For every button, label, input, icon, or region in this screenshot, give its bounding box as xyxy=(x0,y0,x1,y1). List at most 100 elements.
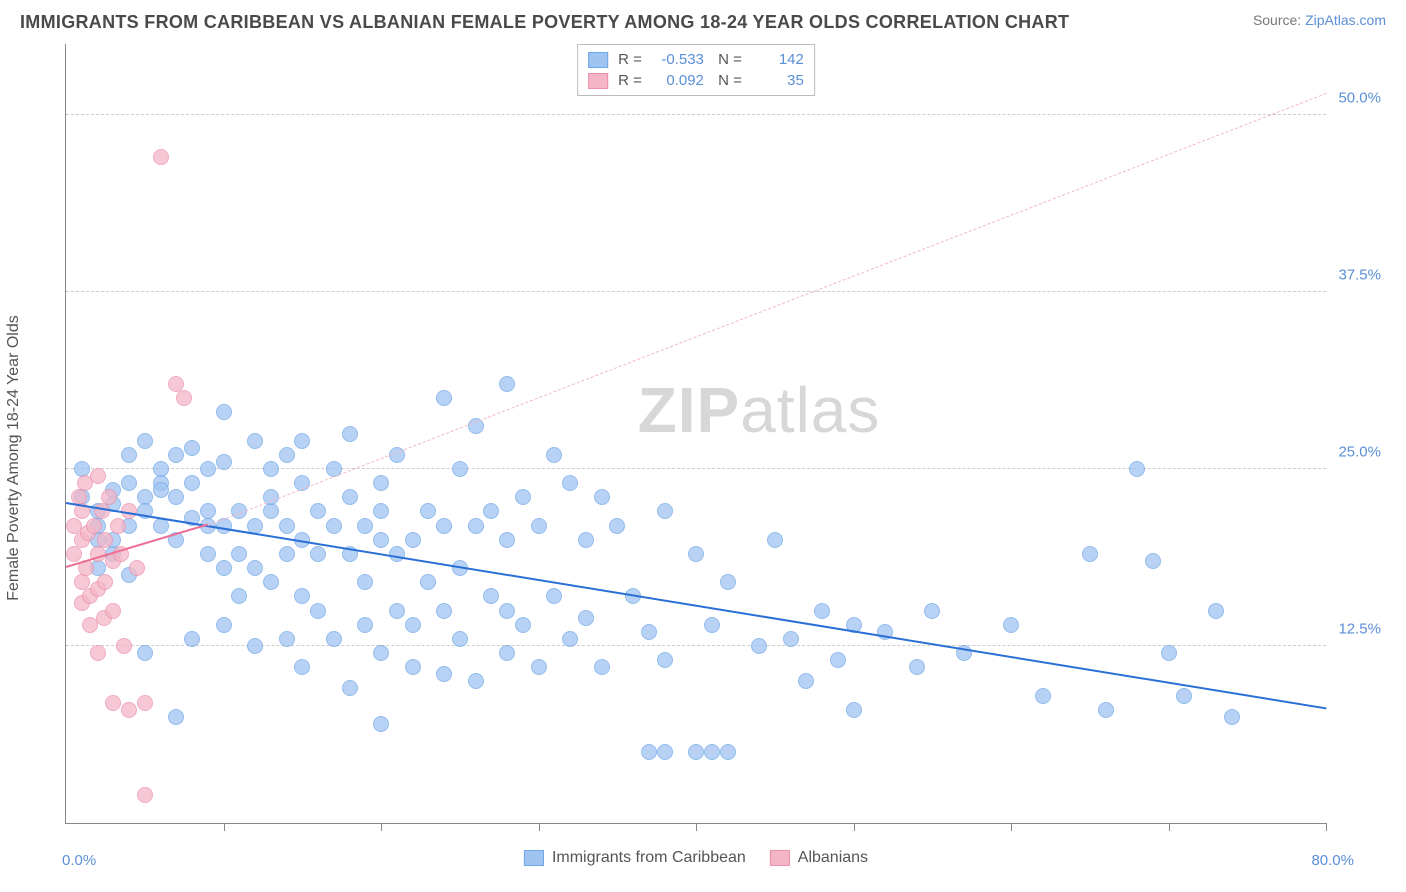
data-point xyxy=(798,673,814,689)
legend-item: Immigrants from Caribbean xyxy=(524,849,746,867)
data-point xyxy=(531,659,547,675)
gridline-h xyxy=(66,291,1326,292)
data-point xyxy=(231,546,247,562)
data-point xyxy=(704,617,720,633)
legend-label: Immigrants from Caribbean xyxy=(552,849,746,867)
data-point xyxy=(720,744,736,760)
source-link[interactable]: ZipAtlas.com xyxy=(1305,12,1386,28)
data-point xyxy=(562,475,578,491)
data-point xyxy=(436,666,452,682)
data-point xyxy=(184,631,200,647)
data-point xyxy=(263,503,279,519)
y-tick-label: 50.0% xyxy=(1338,89,1381,106)
data-point xyxy=(342,680,358,696)
data-point xyxy=(310,503,326,519)
data-point xyxy=(137,645,153,661)
stat-n-label: N = xyxy=(714,49,742,70)
data-point xyxy=(657,744,673,760)
data-point xyxy=(66,546,82,562)
data-point xyxy=(1035,688,1051,704)
data-point xyxy=(231,588,247,604)
data-point xyxy=(168,447,184,463)
data-point xyxy=(121,447,137,463)
data-point xyxy=(814,603,830,619)
data-point xyxy=(515,617,531,633)
data-point xyxy=(1082,546,1098,562)
data-point xyxy=(436,390,452,406)
data-point xyxy=(101,489,117,505)
data-point xyxy=(578,610,594,626)
data-point xyxy=(499,532,515,548)
data-point xyxy=(720,574,736,590)
stats-row: R =-0.533 N =142 xyxy=(588,49,804,70)
data-point xyxy=(515,489,531,505)
data-point xyxy=(499,376,515,392)
legend-swatch xyxy=(770,850,790,866)
data-point xyxy=(452,631,468,647)
data-point xyxy=(168,489,184,505)
data-point xyxy=(279,546,295,562)
data-point xyxy=(121,475,137,491)
data-point xyxy=(153,461,169,477)
plot-region: ZIPatlas R =-0.533 N =142R =0.092 N =35 … xyxy=(65,44,1326,824)
data-point xyxy=(546,447,562,463)
y-tick-label: 12.5% xyxy=(1338,620,1381,637)
data-point xyxy=(310,603,326,619)
data-point xyxy=(216,404,232,420)
data-point xyxy=(783,631,799,647)
data-point xyxy=(609,518,625,534)
watermark: ZIPatlas xyxy=(638,373,881,447)
data-point xyxy=(405,617,421,633)
trend-line xyxy=(66,502,1326,709)
data-point xyxy=(137,787,153,803)
data-point xyxy=(116,638,132,654)
data-point xyxy=(1161,645,1177,661)
data-point xyxy=(657,652,673,668)
gridline-h xyxy=(66,114,1326,115)
data-point xyxy=(216,560,232,576)
data-point xyxy=(924,603,940,619)
stat-r-value: 0.092 xyxy=(652,70,704,91)
data-point xyxy=(830,652,846,668)
data-point xyxy=(578,532,594,548)
source-label: Source: xyxy=(1253,12,1305,28)
data-point xyxy=(1098,702,1114,718)
data-point xyxy=(420,503,436,519)
data-point xyxy=(688,744,704,760)
data-point xyxy=(562,631,578,647)
data-point xyxy=(1129,461,1145,477)
data-point xyxy=(909,659,925,675)
data-point xyxy=(483,588,499,604)
x-axis-min-label: 0.0% xyxy=(62,852,96,869)
data-point xyxy=(105,695,121,711)
data-point xyxy=(373,475,389,491)
data-point xyxy=(357,574,373,590)
legend-swatch xyxy=(524,850,544,866)
data-point xyxy=(90,645,106,661)
chart-area: Female Poverty Among 18-24 Year Olds ZIP… xyxy=(20,44,1386,872)
data-point xyxy=(247,433,263,449)
data-point xyxy=(751,638,767,654)
data-point xyxy=(110,518,126,534)
data-point xyxy=(357,518,373,534)
data-point xyxy=(1145,553,1161,569)
data-point xyxy=(594,489,610,505)
data-point xyxy=(499,603,515,619)
data-point xyxy=(94,503,110,519)
watermark-rest: atlas xyxy=(740,374,880,446)
data-point xyxy=(389,603,405,619)
y-tick-label: 25.0% xyxy=(1338,443,1381,460)
data-point xyxy=(326,518,342,534)
data-point xyxy=(216,454,232,470)
stat-n-value: 35 xyxy=(752,70,804,91)
data-point xyxy=(688,546,704,562)
data-point xyxy=(1208,603,1224,619)
stat-r-value: -0.533 xyxy=(652,49,704,70)
legend-swatch xyxy=(588,52,608,68)
data-point xyxy=(342,426,358,442)
data-point xyxy=(405,532,421,548)
stat-r-label: R = xyxy=(618,70,642,91)
x-tick xyxy=(381,823,382,831)
stat-n-label: N = xyxy=(714,70,742,91)
x-tick xyxy=(1011,823,1012,831)
